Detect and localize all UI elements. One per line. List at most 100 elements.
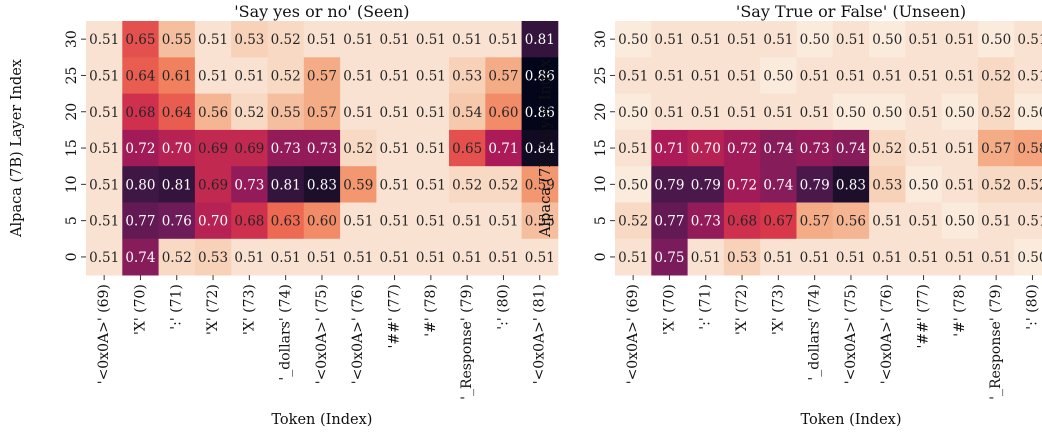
cell-value-label: 0.51	[836, 32, 866, 48]
cell-value-label: 0.51	[416, 214, 446, 230]
cell-value-label: 0.50	[763, 68, 793, 84]
cell-value-label: 0.51	[343, 68, 373, 84]
heatmap-cell	[521, 93, 559, 131]
heatmap-cell	[869, 129, 906, 167]
heatmap-cell	[267, 57, 305, 94]
heatmap-cell	[941, 129, 979, 167]
y-tick-label: 30	[64, 30, 80, 48]
heatmap-cell	[158, 238, 196, 276]
heatmap-cell	[941, 21, 979, 58]
cell-value-label: 0.81	[271, 177, 301, 193]
heatmap-cell	[1014, 238, 1042, 276]
y-tick-label: 15	[593, 139, 609, 157]
y-tick-label: 10	[593, 175, 609, 193]
cell-value-label: 0.86	[525, 68, 555, 84]
x-tick-label: '<0x0A>' (69)	[96, 284, 112, 384]
cell-value-label: 0.69	[198, 177, 228, 193]
heatmap-cell	[723, 238, 761, 276]
cell-value-label: 0.81	[525, 32, 555, 48]
cell-value-label: 0.52	[1017, 177, 1042, 193]
heatmap-cell	[832, 57, 870, 94]
heatmap-cell	[86, 166, 123, 203]
cell-value-label: 0.83	[307, 177, 337, 193]
cell-value-label: 0.65	[452, 141, 482, 157]
heatmap-cell	[122, 202, 159, 240]
x-tick-label: '<0x0A>' (81)	[532, 284, 548, 384]
heatmap-cell	[231, 129, 268, 167]
cell-value-label: 0.50	[800, 32, 830, 48]
heatmap-cell	[303, 21, 341, 58]
heatmap-cell	[231, 202, 268, 240]
heatmap-cell	[412, 21, 450, 58]
cell-value-label: 0.57	[800, 214, 830, 230]
y-tick-label: 5	[593, 216, 609, 225]
cell-value-label: 0.52	[271, 68, 301, 84]
heatmap-cell	[376, 21, 414, 58]
x-axis-label: Token (Index)	[271, 412, 372, 428]
cell-value-label: 0.51	[909, 250, 939, 266]
heatmap-cell	[340, 166, 377, 203]
cell-value-label: 0.52	[234, 105, 264, 121]
cell-value-label: 0.50	[981, 32, 1011, 48]
cell-value-label: 0.51	[945, 177, 975, 193]
cell-value-label: 0.50	[618, 105, 648, 121]
cell-value-label: 0.81	[162, 177, 192, 193]
heatmap-cell	[340, 93, 377, 131]
cell-value-label: 0.51	[380, 105, 410, 121]
cell-value-label: 0.51	[416, 141, 446, 157]
cell-value-label: 0.67	[763, 214, 793, 230]
heatmap-cell	[485, 93, 522, 131]
heatmap-cell	[978, 129, 1015, 167]
heatmap-cell	[449, 93, 486, 131]
cell-value-label: 0.74	[763, 141, 793, 157]
heatmap-cell	[449, 202, 486, 240]
cell-value-label: 0.52	[343, 141, 373, 157]
y-tick-label: 10	[64, 175, 80, 193]
heatmap-cell	[485, 57, 522, 94]
heatmap-cell	[905, 93, 943, 131]
heatmap-cell	[521, 202, 559, 240]
heatmap-cell	[869, 57, 906, 94]
heatmap-cell	[158, 57, 196, 94]
heatmap-cell	[687, 129, 725, 167]
cell-value-label: 0.72	[125, 141, 155, 157]
heatmap-cell	[122, 238, 159, 276]
cell-value-label: 0.51	[800, 68, 830, 84]
cell-value-label: 0.50	[945, 105, 975, 121]
heatmap-cell	[978, 166, 1015, 203]
heatmap-cell	[760, 129, 797, 167]
cell-value-label: 0.60	[307, 214, 337, 230]
heatmap-panel-right: 0.50 0.51 0.51 0.51 0.51 0.50 0.51 0.50 0.51 0.51…	[538, 2, 1042, 428]
heatmap-cell	[723, 57, 761, 94]
heatmap-cell	[521, 166, 559, 203]
heatmap-cell	[723, 93, 761, 131]
heatmap-cell	[86, 129, 123, 167]
cell-value-label: 0.51	[416, 68, 446, 84]
heatmap-cell	[376, 129, 414, 167]
cell-value-label: 0.50	[1017, 250, 1042, 266]
cell-value-label: 0.51	[380, 68, 410, 84]
cell-value-label: 0.73	[234, 177, 264, 193]
cell-value-label: 0.51	[945, 141, 975, 157]
cell-value-label: 0.55	[271, 105, 301, 121]
cell-value-label: 0.56	[836, 214, 866, 230]
cell-value-label: 0.51	[198, 68, 228, 84]
heatmap-cell	[376, 238, 414, 276]
heatmap-cell	[303, 129, 341, 167]
heatmap-cell	[687, 166, 725, 203]
heatmap-cell	[760, 202, 797, 240]
cell-value-label: 0.51	[416, 32, 446, 48]
cell-value-label: 0.69	[198, 141, 228, 157]
heatmap-cell	[796, 57, 834, 94]
cell-value-label: 0.51	[1017, 32, 1042, 48]
heatmap-cell	[194, 93, 232, 131]
heatmap-cell	[905, 129, 943, 167]
cell-value-label: 0.51	[198, 32, 228, 48]
heatmap-cell	[340, 129, 377, 167]
cell-value-label: 0.51	[727, 32, 757, 48]
heatmap-cell	[303, 202, 341, 240]
heatmap-cell	[723, 21, 761, 58]
cell-value-label: 0.51	[380, 214, 410, 230]
heatmap-cell	[796, 21, 834, 58]
